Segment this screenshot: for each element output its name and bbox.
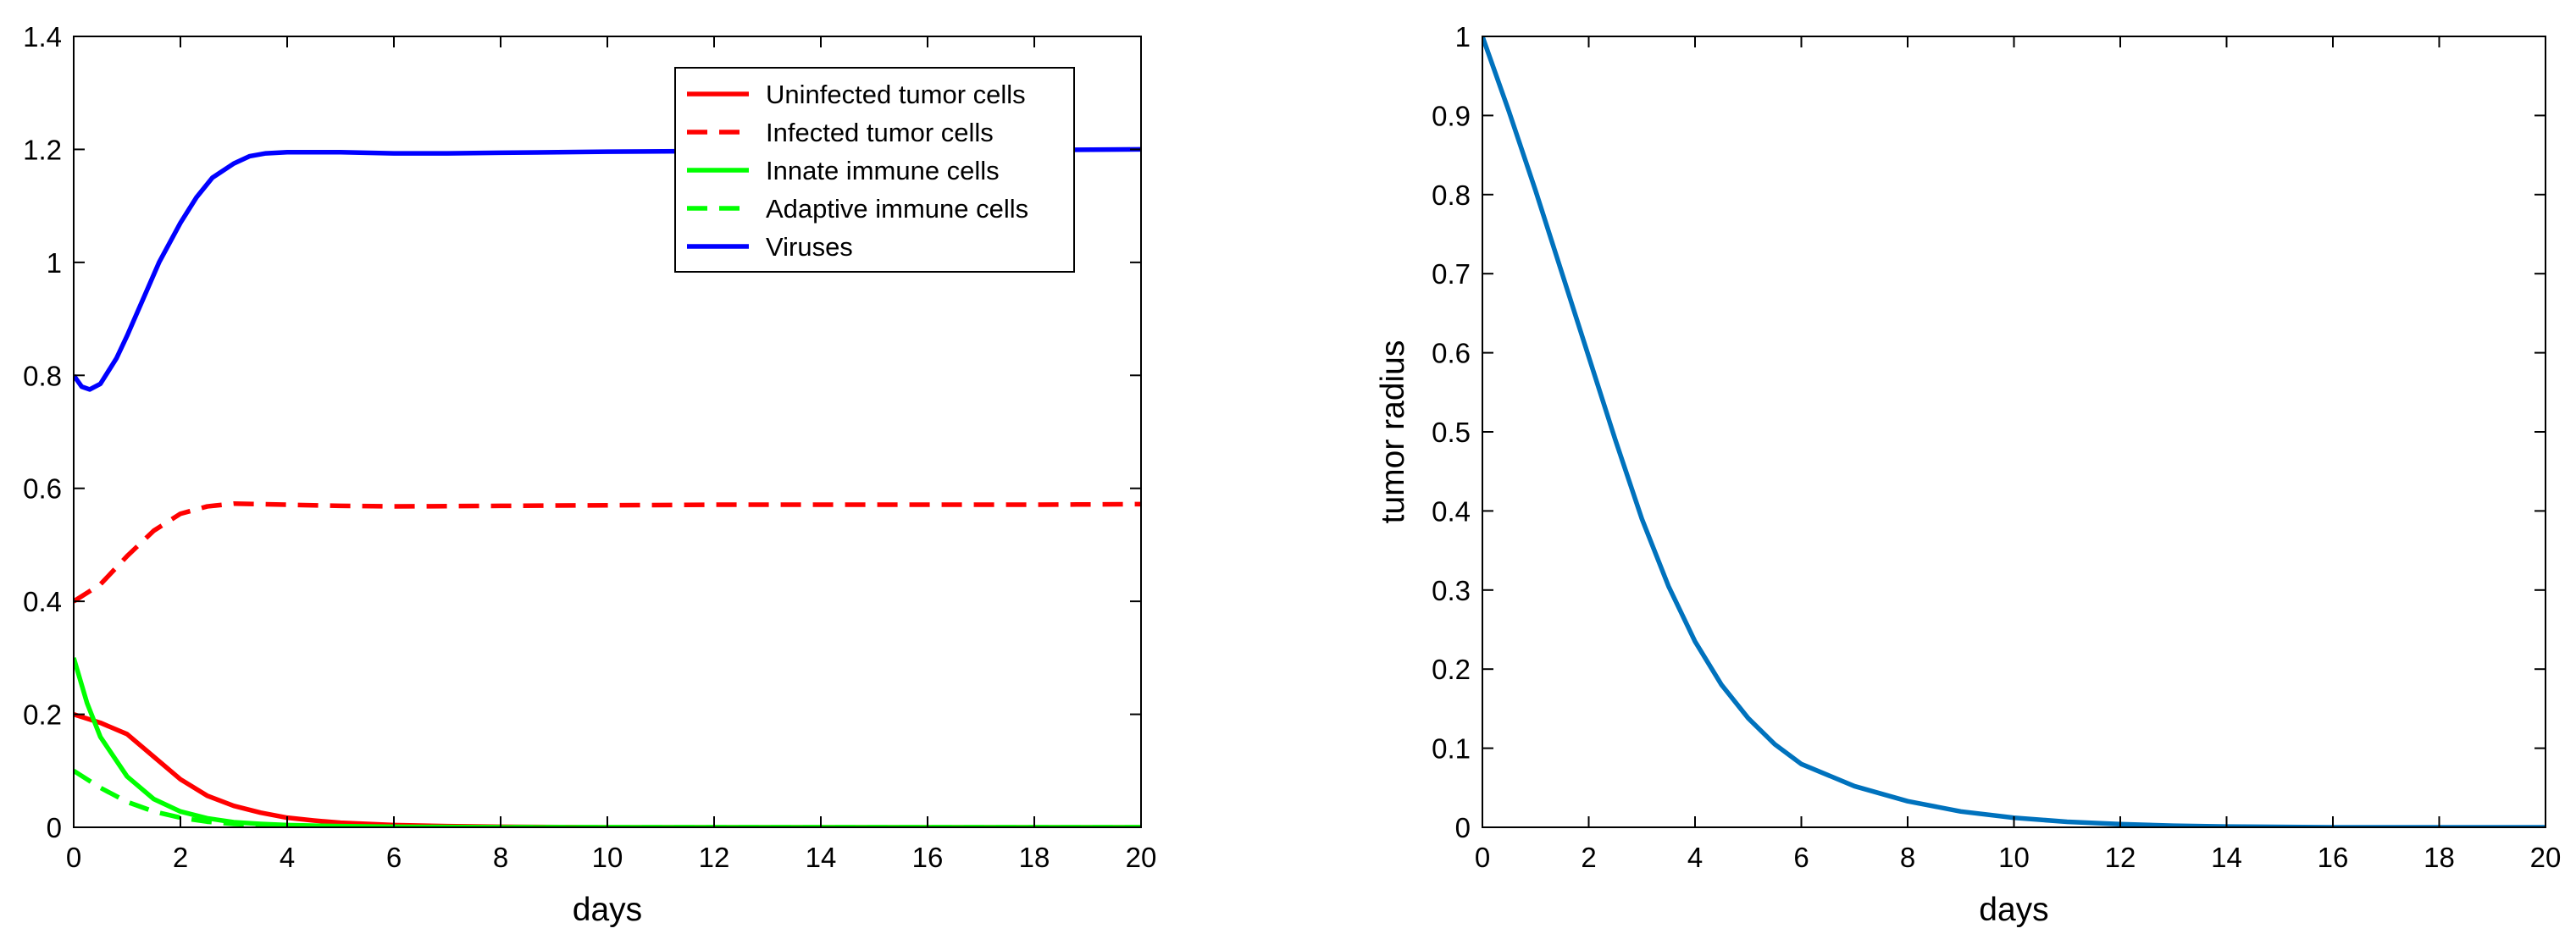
- right-xtick-label-12: 12: [2105, 842, 2136, 873]
- left-xtick-label-2: 2: [173, 842, 188, 873]
- right-xtick-label-10: 10: [1998, 842, 2030, 873]
- left-ytick-label-0: 0: [47, 812, 62, 843]
- left-legend-label-viruses: Viruses: [766, 232, 853, 262]
- left-legend-label-innate-immune-cells: Innate immune cells: [766, 156, 1000, 185]
- right-series-tumor-radius: [1482, 36, 2546, 827]
- right-xtick-label-6: 6: [1793, 842, 1809, 873]
- left-xtick-label-10: 10: [592, 842, 623, 873]
- left-xtick-label-18: 18: [1019, 842, 1050, 873]
- left-xtick-label-0: 0: [66, 842, 81, 873]
- right-ytick-label-0p8: 0.8: [1432, 180, 1471, 211]
- left-ytick-label-0p4: 0.4: [23, 586, 62, 617]
- right-ytick-label-0p2: 0.2: [1432, 654, 1471, 685]
- right-ytick-label-0p9: 0.9: [1432, 100, 1471, 131]
- left-xtick-label-20: 20: [1126, 842, 1157, 873]
- right-ytick-label-0p7: 0.7: [1432, 258, 1471, 290]
- left-ytick-label-1p2: 1.2: [23, 134, 62, 165]
- left-xtick-label-8: 8: [493, 842, 508, 873]
- right-xtick-label-0: 0: [1475, 842, 1490, 873]
- left-ytick-label-0p2: 0.2: [23, 699, 62, 731]
- left-ytick-label-0p8: 0.8: [23, 360, 62, 391]
- right-ytick-label-1: 1: [1455, 21, 1471, 52]
- right-xtick-label-4: 4: [1687, 842, 1703, 873]
- left-x-axis-label: days: [573, 892, 642, 928]
- chart-left-populations: 0 2 4 6 8 10 12 14 16 18 20 0 0.2 0.4 0.6 0.8 1 1.2 1.4 day…: [23, 21, 1156, 928]
- right-xtick-label-8: 8: [1900, 842, 1915, 873]
- left-xtick-label-16: 16: [912, 842, 944, 873]
- right-ytick-label-0p6: 0.6: [1432, 338, 1471, 369]
- left-xtick-label-12: 12: [699, 842, 730, 873]
- right-series-group: [1482, 36, 2546, 827]
- right-ytick-label-0: 0: [1455, 812, 1471, 843]
- left-xtick-label-6: 6: [386, 842, 402, 873]
- left-series-infected-tumor-cells: [74, 500, 1141, 604]
- right-xtick-label-16: 16: [2318, 842, 2349, 873]
- right-ytick-label-0p1: 0.1: [1432, 733, 1471, 765]
- left-xtick-label-14: 14: [806, 842, 837, 873]
- left-ytick-label-1: 1: [47, 247, 62, 279]
- right-ytick-label-0p3: 0.3: [1432, 575, 1471, 606]
- left-ytick-label-0p6: 0.6: [23, 473, 62, 505]
- right-xtick-label-2: 2: [1581, 842, 1596, 873]
- left-ytick-label-1p4: 1.4: [23, 21, 62, 52]
- right-xtick-label-18: 18: [2424, 842, 2455, 873]
- left-legend-label-infected-tumor-cells: Infected tumor cells: [766, 118, 994, 147]
- left-xtick-label-4: 4: [280, 842, 295, 873]
- left-legend-label-uninfected-tumor-cells: Uninfected tumor cells: [766, 80, 1026, 109]
- right-xtick-label-20: 20: [2530, 842, 2562, 873]
- right-x-axis-label: days: [1979, 892, 2048, 928]
- right-ytick-label-0p4: 0.4: [1432, 495, 1471, 527]
- right-ytick-label-0p5: 0.5: [1432, 417, 1471, 448]
- right-xtick-label-14: 14: [2211, 842, 2242, 873]
- left-legend: Uninfected tumor cells Infected tumor cel…: [674, 67, 1075, 273]
- left-legend-label-adaptive-immune-cells: Adaptive immune cells: [766, 194, 1028, 224]
- right-y-axis-label: tumor radius: [1375, 340, 1411, 524]
- chart-right-tumor-radius: 0 2 4 6 8 10 12 14 16 18 20 0 0.1 0.2 0.3 0.4 0.5 0.6 0.7 0…: [1375, 21, 2561, 928]
